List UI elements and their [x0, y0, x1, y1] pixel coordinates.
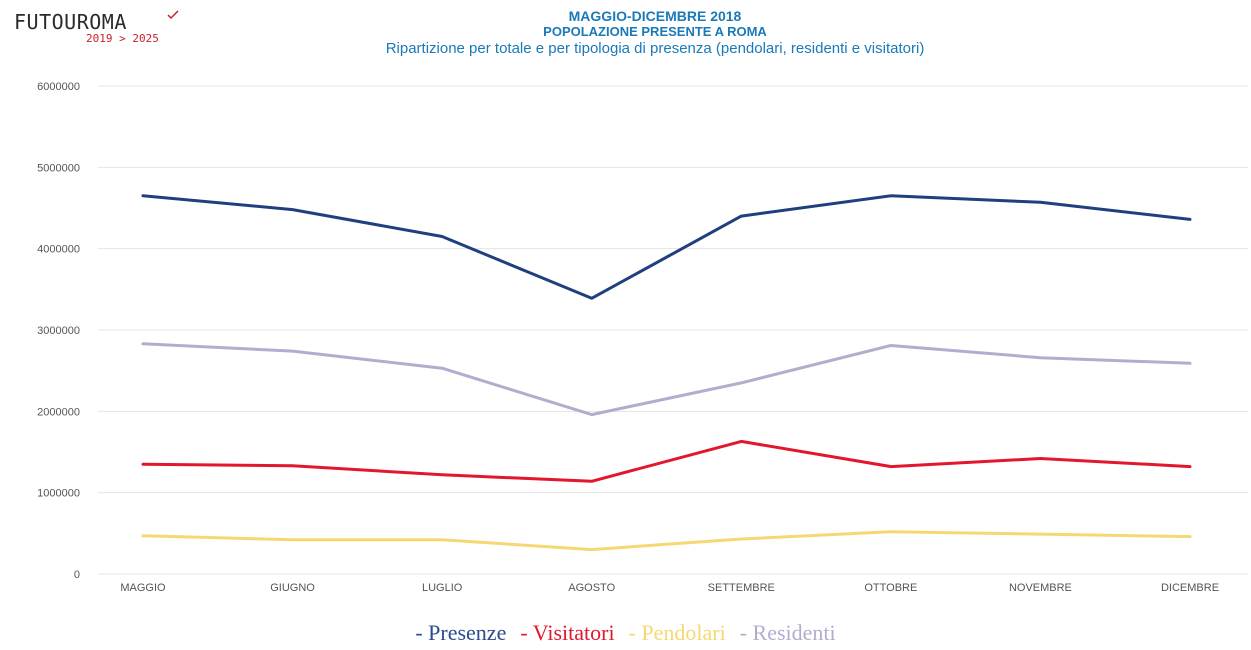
legend-item: - Pendolari [628, 620, 726, 645]
y-tick-label: 2000000 [37, 406, 80, 418]
y-tick-label: 6000000 [37, 81, 80, 93]
y-tick-label: 4000000 [37, 244, 80, 256]
x-tick-label: DICEMBRE [1161, 582, 1219, 594]
x-tick-label: GIUGNO [270, 582, 315, 594]
chart-title: MAGGIO-DICEMBRE 2018 [568, 8, 742, 24]
futuroma-logo: FUTOUROMA 2019 > 2025 [12, 8, 182, 48]
y-tick-label: 5000000 [37, 162, 80, 174]
series-line-pendolari [141, 530, 1192, 552]
series-line-presenze [141, 194, 1192, 300]
series-line-visitatori [141, 439, 1192, 483]
chart-description: Ripartizione per totale e per tipologia … [385, 40, 925, 57]
y-tick-label: 1000000 [37, 488, 80, 500]
x-tick-label: SETTEMBRE [708, 582, 775, 594]
series-line-residenti [141, 342, 1192, 417]
y-tick-label: 0 [74, 569, 80, 581]
x-axis: MAGGIO GIUGNO LUGLIO AGOSTO SETTEMBRE OTTOBRE… [120, 582, 1219, 594]
x-tick-label: MAGGIO [120, 582, 166, 594]
logo-years: 2019 > 2025 [86, 32, 159, 45]
chart-subtitle: POPOLAZIONE PRESENTE A ROMA [543, 24, 767, 39]
x-tick-label: OTTOBRE [864, 582, 917, 594]
legend-item: - Residenti [739, 620, 836, 645]
grid-lines [98, 85, 1248, 575]
y-axis: 0 1000000 2000000 3000000 4000000 5000000 6000… [37, 81, 80, 581]
logo-wordmark: FUTOUROMA [14, 10, 127, 34]
legend-item: - Visitatori [520, 620, 615, 645]
series-lines [141, 194, 1192, 552]
x-tick-label: LUGLIO [422, 582, 463, 594]
x-tick-label: NOVEMBRE [1009, 582, 1072, 594]
check-icon [167, 10, 179, 20]
chart-legend: - Presenze - Visitatori - Pendolari - Resid… [0, 620, 1251, 646]
y-tick-label: 3000000 [37, 325, 80, 337]
legend-item: - Presenze [415, 620, 507, 645]
x-tick-label: AGOSTO [568, 582, 615, 594]
line-chart: 0 1000000 2000000 3000000 4000000 5000000 6000… [37, 81, 1248, 594]
